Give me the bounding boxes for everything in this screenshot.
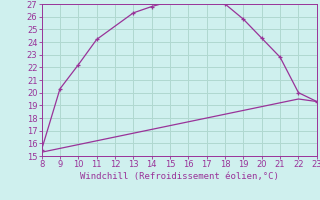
X-axis label: Windchill (Refroidissement éolien,°C): Windchill (Refroidissement éolien,°C) <box>80 172 279 181</box>
